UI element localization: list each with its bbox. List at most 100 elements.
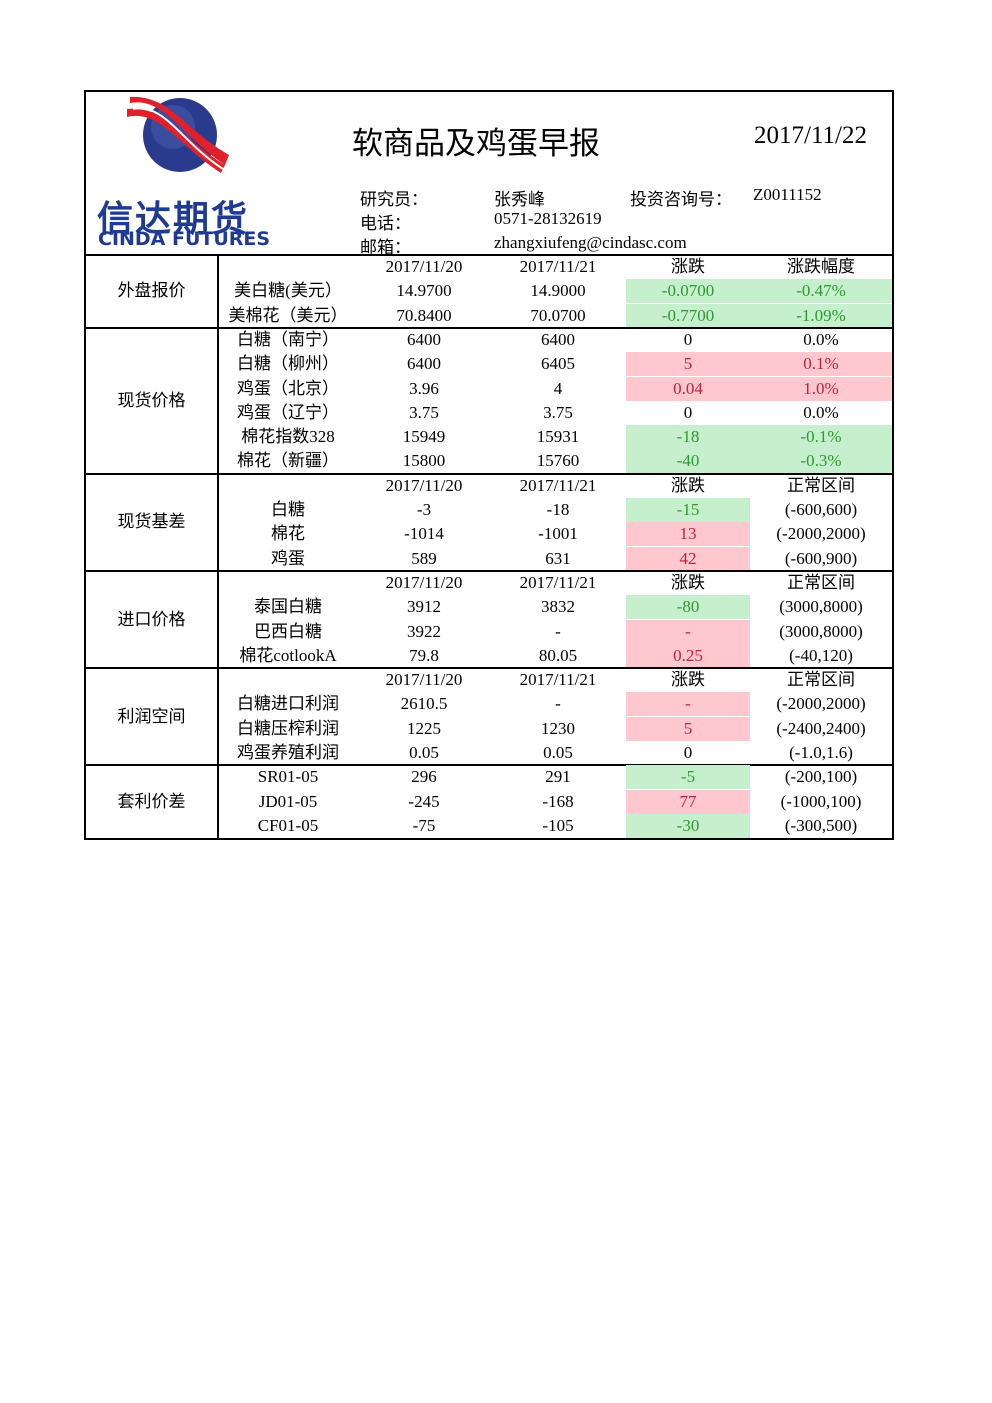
value-cell: 631 [545, 548, 571, 568]
row-label: 棉花cotlookA [239, 645, 337, 665]
researcher-label: 研究员： [360, 190, 428, 209]
divider [84, 254, 892, 256]
value-cell: -1014 [404, 524, 444, 544]
row-label: 白糖 [271, 500, 305, 519]
value-cell: 6405 [541, 354, 575, 374]
value-cell: 3.75 [409, 402, 439, 422]
value-cell: -5 [626, 765, 750, 790]
row-label: 白糖（南宁） [237, 329, 339, 349]
value-cell: 2610.5 [400, 694, 448, 714]
value-cell: 0 [683, 743, 693, 762]
value-cell: 0.04 [626, 376, 750, 401]
column-header: 2017/11/21 [519, 257, 597, 276]
value-cell: 0.1% [750, 352, 892, 377]
row-label: 鸡蛋 [271, 548, 305, 568]
value-cell: -75 [412, 815, 436, 835]
value-cell: 3.96 [409, 378, 439, 398]
row-label: JD01-05 [258, 791, 318, 811]
value-cell: -0.1% [750, 425, 892, 450]
row-label: 泰国白糖 [254, 597, 322, 617]
value-cell: -80 [626, 595, 750, 620]
value-cell: 0 [683, 329, 693, 349]
value-cell: -0.47% [750, 279, 892, 304]
email-label: 邮箱： [360, 238, 411, 257]
value-cell: 15949 [402, 427, 446, 447]
value-cell: 70.8400 [396, 305, 452, 325]
value-cell: 0 [683, 402, 693, 422]
value-cell: 0.05 [543, 743, 573, 762]
value-cell: -30 [626, 813, 750, 838]
row-label: 鸡蛋（北京） [237, 378, 339, 398]
value-cell: (-600,600) [784, 500, 858, 519]
value-cell: 3912 [407, 597, 441, 617]
value-cell: -168 [542, 791, 574, 811]
value-cell: 77 [626, 789, 750, 814]
value-cell: -18 [546, 500, 570, 519]
row-label: 白糖进口利润 [237, 694, 339, 714]
value-cell: 1225 [407, 718, 441, 738]
value-cell: (-1.0,1.6) [789, 743, 853, 762]
column-header: 涨跌 [671, 670, 705, 690]
value-cell: -0.7700 [626, 303, 750, 328]
email: zhangxiufeng@cindasc.com [494, 233, 687, 252]
value-cell: 80.05 [538, 645, 578, 665]
value-cell: -245 [408, 791, 440, 811]
divider [84, 569, 892, 572]
value-cell: -18 [626, 425, 750, 450]
value-cell: 4 [553, 378, 563, 398]
value-cell: (-40,120) [789, 645, 853, 665]
section-label: 进口价格 [117, 609, 186, 629]
value-cell: 13 [626, 522, 750, 547]
row-label: 棉花指数328 [241, 427, 335, 447]
divider [84, 326, 892, 329]
phone-label: 电话： [360, 214, 411, 233]
report-date: 2017/11/22 [754, 122, 867, 149]
value-cell: - [626, 619, 750, 644]
row-label: CF01-05 [257, 815, 319, 835]
value-cell: 1230 [541, 718, 575, 738]
value-cell: 589 [411, 548, 437, 568]
section-label: 外盘报价 [117, 281, 186, 301]
row-label: 鸡蛋（辽宁） [237, 402, 339, 422]
divider [84, 667, 892, 670]
row-label: 棉花 [271, 524, 305, 544]
value-cell: 3.75 [543, 402, 573, 422]
value-cell: - [555, 621, 561, 641]
value-cell: (-2000,2000) [776, 694, 866, 714]
value-cell: -15 [626, 498, 750, 522]
row-label: 白糖压榨利润 [237, 718, 339, 738]
value-cell: -40 [626, 449, 750, 474]
value-cell: -1001 [538, 524, 578, 544]
value-cell: (3000,8000) [779, 621, 863, 641]
report-frame [84, 90, 894, 840]
value-cell: 0.25 [626, 643, 750, 668]
value-cell: (-2400,2400) [776, 718, 866, 738]
researcher: 张秀峰 [494, 190, 545, 209]
value-cell: -1.09% [750, 303, 892, 328]
column-header: 2017/11/20 [385, 475, 463, 495]
column-header: 2017/11/21 [519, 572, 597, 592]
value-cell: 42 [626, 546, 750, 571]
value-cell: - [555, 694, 561, 714]
row-label: 巴西白糖 [254, 621, 322, 641]
value-cell: 6400 [541, 329, 575, 349]
divider [217, 255, 219, 838]
value-cell: (-200,100) [784, 767, 858, 787]
section-label: 利润空间 [117, 706, 186, 726]
row-label: 美白糖(美元） [234, 281, 342, 301]
value-cell: 6400 [407, 354, 441, 374]
value-cell: 0.0% [803, 402, 839, 422]
logo-name: 信达期货 [97, 199, 250, 240]
column-header: 2017/11/20 [385, 572, 463, 592]
value-cell: 1.0% [750, 376, 892, 401]
section-label: 现货价格 [117, 390, 186, 410]
title: 软商品及鸡蛋早报 [352, 126, 600, 161]
value-cell: 15760 [536, 451, 580, 471]
license-label: 投资咨询号： [630, 190, 732, 209]
value-cell: 5 [626, 716, 750, 741]
column-header: 正常区间 [787, 475, 855, 495]
logo-name-en: CINDA FUTURES [98, 228, 271, 250]
value-cell: 70.0700 [530, 305, 586, 325]
value-cell: 79.8 [409, 645, 439, 665]
